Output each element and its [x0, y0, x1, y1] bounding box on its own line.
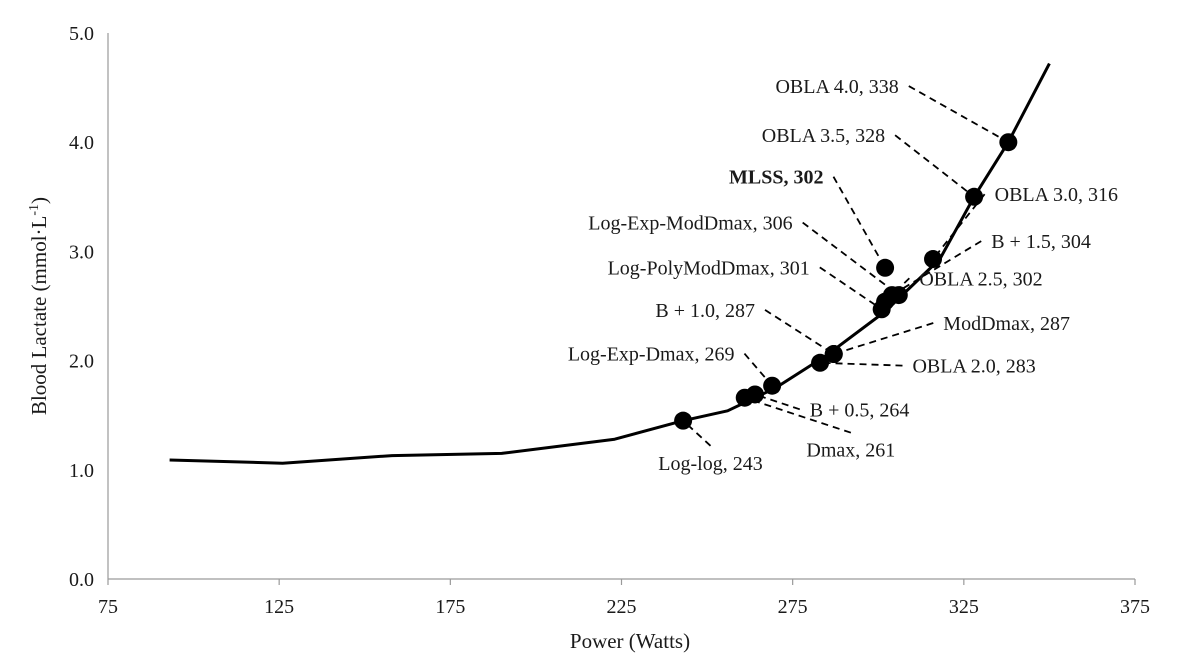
threshold-markers	[674, 133, 1018, 430]
threshold-marker	[965, 187, 984, 206]
y-axis-title-main: Blood Lactate (mmol·L	[27, 216, 51, 415]
y-axis-title-suffix: )	[27, 197, 51, 204]
annotation-leader	[744, 396, 852, 434]
x-tick-label: 375	[1120, 596, 1150, 618]
axes: 75 125 175 225 275 325 375 0.0 1.0 2.0 3.0 4.0 5.0	[69, 23, 1150, 618]
threshold-marker	[999, 133, 1018, 152]
annotation-leader	[819, 266, 883, 311]
annotation-leader	[820, 361, 903, 367]
annotation-labels: Log-log, 243 Dmax, 261 B + 0.5, 264 Log-Exp…	[568, 76, 1118, 475]
y-tick-label: 5.0	[69, 23, 94, 45]
x-tick-label: 175	[435, 596, 465, 618]
annotation-leaders	[682, 85, 1009, 447]
threshold-label: Log-Exp-ModDmax, 306	[588, 213, 792, 235]
threshold-marker	[882, 286, 901, 305]
threshold-marker	[876, 258, 895, 277]
threshold-label: Log-PolyModDmax, 301	[608, 257, 810, 279]
y-axis-title-superscript: -1	[27, 204, 42, 216]
annotation-leader	[908, 85, 1009, 143]
threshold-marker	[924, 250, 943, 269]
threshold-label: Dmax, 261	[806, 440, 895, 462]
threshold-marker	[763, 376, 782, 395]
y-tick-label: 1.0	[69, 460, 94, 482]
x-tick-label: 325	[949, 596, 979, 618]
threshold-marker	[746, 385, 765, 404]
threshold-marker	[811, 353, 830, 372]
threshold-label: OBLA 2.5, 302	[919, 268, 1042, 290]
threshold-marker	[674, 411, 693, 430]
threshold-label: B + 1.5, 304	[991, 231, 1091, 253]
threshold-label: B + 1.0, 287	[655, 300, 755, 322]
threshold-label: B + 0.5, 264	[810, 399, 910, 421]
x-tick-label: 275	[778, 596, 808, 618]
y-tick-label: 4.0	[69, 132, 94, 154]
annotation-leader	[833, 322, 934, 355]
y-tick-label: 0.0	[69, 569, 94, 591]
annotation-leader	[894, 134, 975, 198]
threshold-label: Log-Exp-Dmax, 269	[568, 344, 735, 366]
y-axis-title: Blood Lactate (mmol·L-1)	[27, 197, 51, 415]
threshold-label: OBLA 3.5, 328	[762, 125, 885, 147]
annotation-leader	[891, 240, 982, 296]
threshold-label: MLSS, 302	[729, 167, 823, 189]
x-tick-label: 125	[264, 596, 294, 618]
x-tick-label: 75	[98, 596, 118, 618]
threshold-label: ModDmax, 287	[943, 313, 1070, 335]
threshold-label: OBLA 3.0, 316	[995, 184, 1118, 206]
threshold-marker	[824, 345, 843, 364]
threshold-label: OBLA 2.0, 283	[912, 356, 1035, 378]
annotation-leader	[764, 309, 835, 355]
threshold-label: Log-log, 243	[658, 453, 762, 475]
x-tick-label: 225	[607, 596, 637, 618]
annotation-leader	[802, 221, 900, 296]
x-axis-title: Power (Watts)	[570, 629, 690, 653]
annotation-leader	[832, 176, 886, 269]
y-tick-label: 3.0	[69, 241, 94, 263]
threshold-label: OBLA 4.0, 338	[775, 76, 898, 98]
y-tick-label: 2.0	[69, 351, 94, 373]
